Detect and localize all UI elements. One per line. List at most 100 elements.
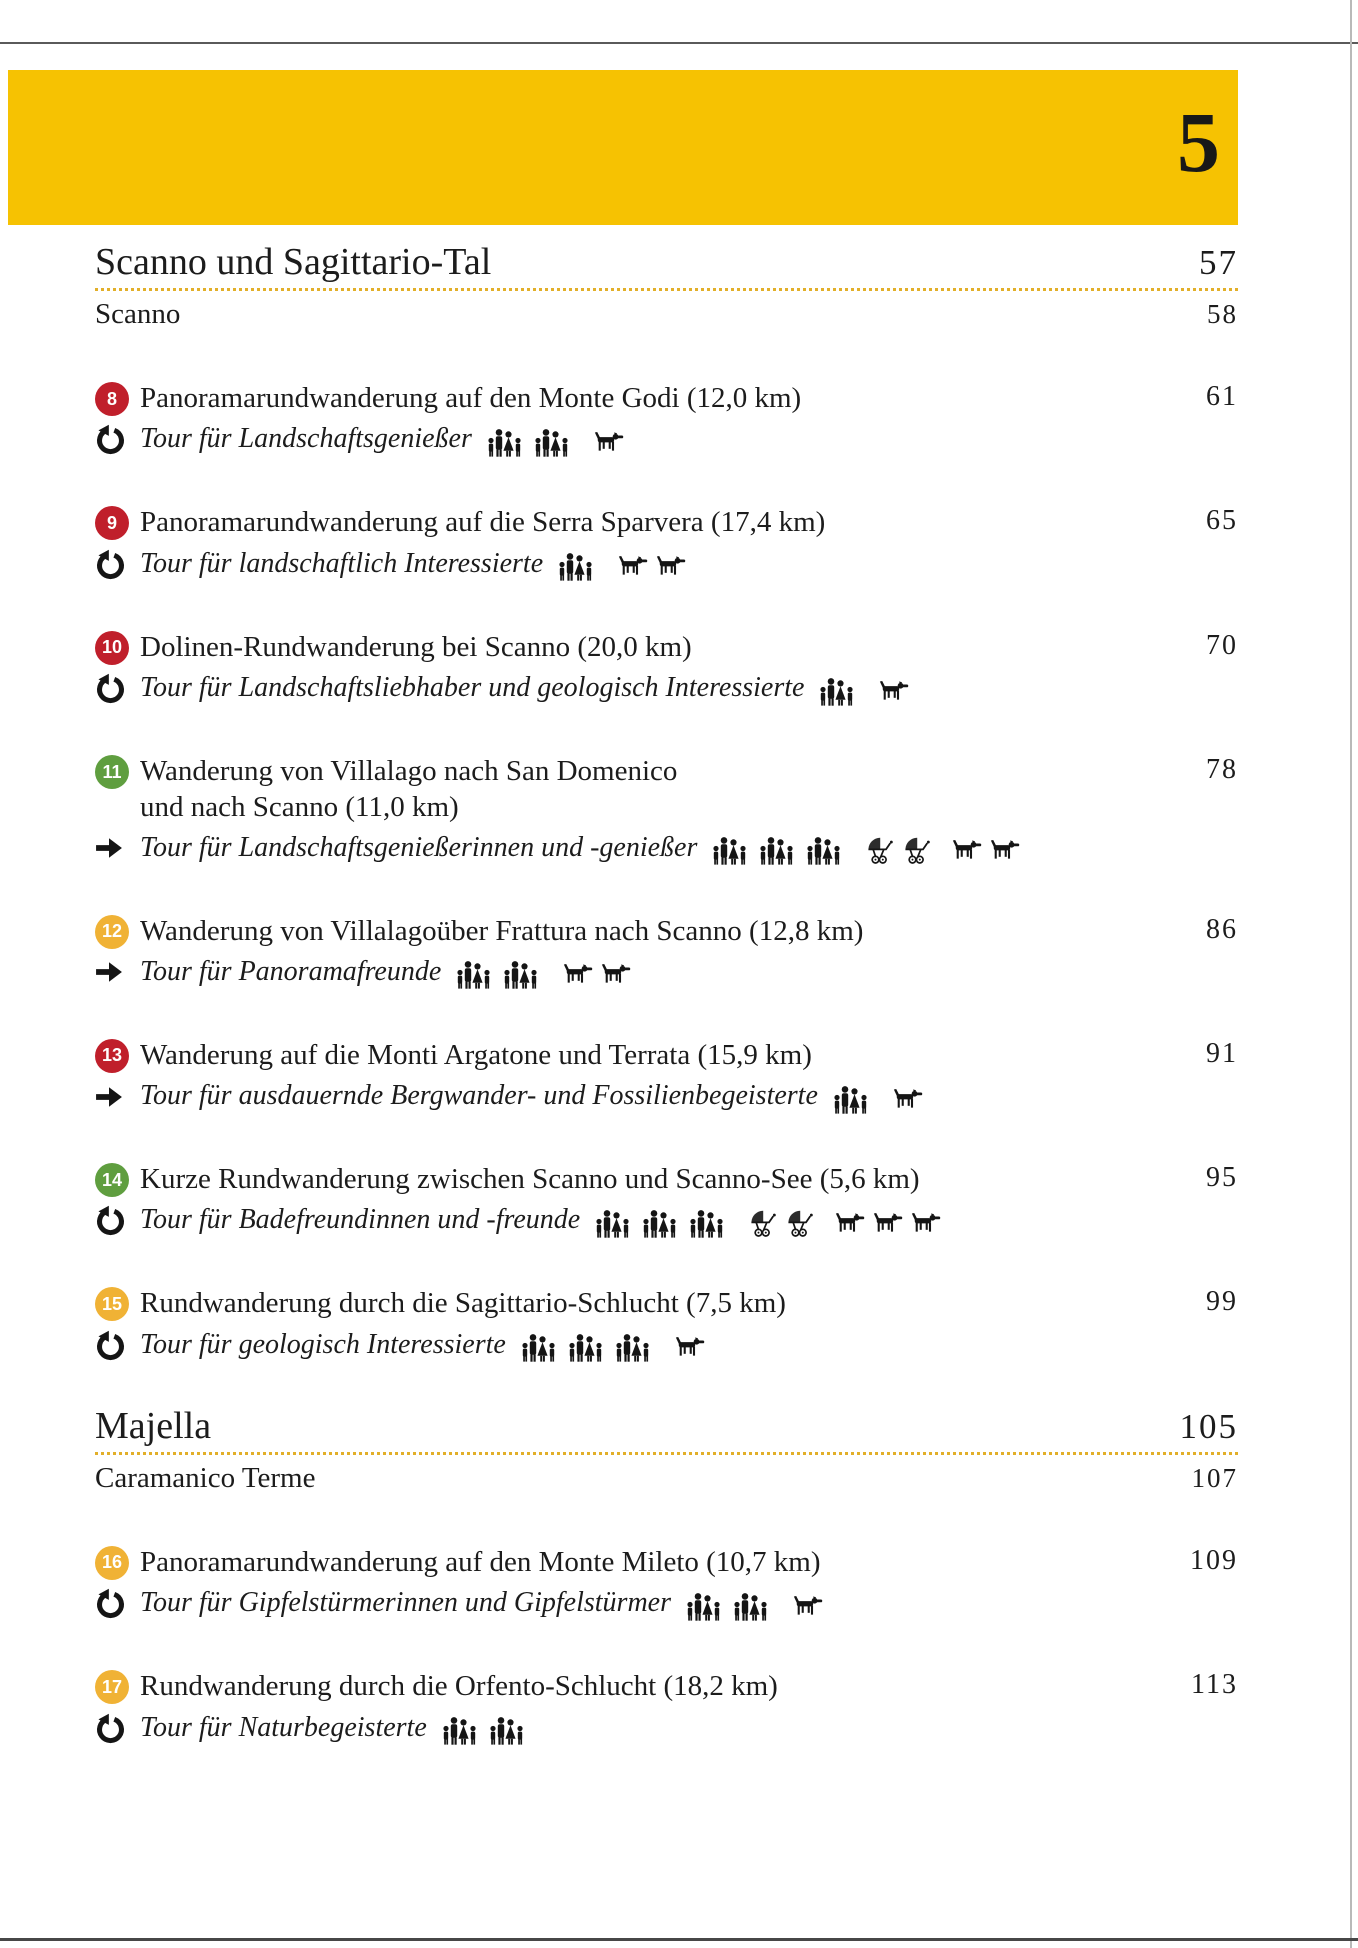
- family-icon: [568, 1332, 608, 1362]
- dog-icon: [892, 1089, 923, 1109]
- family-icon: [503, 959, 543, 989]
- section-heading-row: Majella 105: [95, 1404, 1238, 1455]
- toc-section: Scanno und Sagittario-Tal 57 Scanno 58 8 Pano…: [95, 242, 1238, 1361]
- toc-tour-entry: 17 Rundwanderung durch die Orfento-Schluc…: [95, 1669, 1238, 1743]
- right-rule: [1350, 0, 1352, 1948]
- tour-title: Wanderung von Villalagoüber Frattura nac…: [140, 914, 1156, 949]
- circular-tour-icon: [95, 1205, 126, 1236]
- one-way-tour-icon: [95, 834, 123, 862]
- toc-tour-entry: 13 Wanderung auf die Monti Argatone und T…: [95, 1038, 1238, 1112]
- dog-icon: [989, 840, 1020, 860]
- dog-icon: [792, 1596, 823, 1616]
- dog-icon: [600, 964, 631, 984]
- circular-tour-icon: [95, 1330, 126, 1361]
- section-title: Majella: [95, 1404, 212, 1447]
- subitem-label: Caramanico Terme: [95, 1461, 316, 1494]
- dog-icon: [562, 964, 593, 984]
- family-icon: [615, 1332, 655, 1362]
- tour-page-number: 113: [1191, 1669, 1238, 1701]
- circular-tour-icon: [95, 1713, 126, 1744]
- tour-page-number: 99: [1206, 1286, 1238, 1318]
- tour-title-line: Dolinen-Rundwanderung bei Scanno (20,0 k…: [140, 630, 692, 663]
- one-way-tour-icon: [95, 1083, 123, 1111]
- family-icon: [733, 1591, 773, 1621]
- family-icon: [489, 1715, 529, 1745]
- tour-title-line: Panoramarundwanderung auf die Serra Spar…: [140, 506, 826, 539]
- one-way-tour-icon: [95, 958, 123, 986]
- toc-tour-entry: 11 Wanderung von Villalago nach San Domen…: [95, 754, 1238, 864]
- tour-page-number: 91: [1206, 1037, 1238, 1069]
- toc-tour-entry: 9 Panoramarundwanderung auf die Serra Spa…: [95, 505, 1238, 579]
- tour-page-number: 65: [1206, 505, 1238, 537]
- tour-description: Tour für Landschaftsgenießer: [140, 423, 472, 455]
- tour-description: Tour für Naturbegeisterte: [140, 1711, 427, 1743]
- tour-description: Tour für geologisch Interessierte: [140, 1328, 506, 1360]
- toc-tour-entry: 10 Dolinen-Rundwanderung bei Scanno (20,0…: [95, 630, 1238, 704]
- family-icon: [487, 427, 527, 457]
- tour-title-line: Rundwanderung durch die Sagittario-Schlu…: [140, 1287, 786, 1320]
- stroller-icon: [748, 1208, 778, 1238]
- dog-icon: [872, 1213, 903, 1233]
- tour-number-badge: 12: [95, 914, 129, 949]
- tour-title-line: Kurze Rundwanderung zwischen Scanno und …: [140, 1163, 920, 1196]
- tour-title-line: Rundwanderung durch die Orfento-Schlucht…: [140, 1670, 778, 1703]
- toc-tour-entry: 14 Kurze Rundwanderung zwischen Scanno un…: [95, 1162, 1238, 1236]
- subitem-page-number: 58: [1207, 299, 1238, 329]
- family-icon: [689, 1208, 729, 1238]
- tour-title: Panoramarundwanderung auf die Serra Spar…: [140, 505, 1156, 540]
- tour-page-number: 78: [1206, 754, 1238, 786]
- tour-page-number: 70: [1206, 629, 1238, 661]
- family-icon: [534, 427, 574, 457]
- dog-icon: [910, 1213, 941, 1233]
- dog-icon: [878, 681, 909, 701]
- tour-page-number: 95: [1206, 1162, 1238, 1194]
- tour-number-badge: 13: [95, 1038, 129, 1073]
- subitem-label: Scanno: [95, 298, 181, 330]
- tour-title-line: Wanderung auf die Monti Argatone und Ter…: [140, 1038, 812, 1071]
- tour-title: Rundwanderung durch die Sagittario-Schlu…: [140, 1286, 1156, 1321]
- tour-number-badge: 16: [95, 1545, 129, 1580]
- tour-title: Wanderung von Villalago nach San Domenic…: [140, 754, 1156, 825]
- tour-title-line: Panoramarundwanderung auf den Monte Mile…: [140, 1545, 821, 1578]
- tour-description: Tour für Panoramafreunde: [140, 956, 442, 988]
- tour-page-number: 61: [1206, 381, 1238, 412]
- toc-section: Majella 105 Caramanico Terme 107 16 Panoramar…: [95, 1404, 1238, 1744]
- tour-title: Kurze Rundwanderung zwischen Scanno und …: [140, 1162, 1156, 1197]
- section-subitem: Scanno 58: [95, 298, 1238, 331]
- family-icon: [456, 959, 496, 989]
- tour-title: Wanderung auf die Monti Argatone und Ter…: [140, 1038, 1156, 1073]
- tour-number-badge: 14: [95, 1163, 129, 1198]
- tour-description: Tour für Landschaftsgenießerinnen und -g…: [140, 831, 698, 863]
- tour-title: Dolinen-Rundwanderung bei Scanno (20,0 k…: [140, 630, 1156, 665]
- stroller-icon: [785, 1208, 815, 1238]
- tour-number-badge: 17: [95, 1670, 129, 1705]
- toc-tour-entry: 15 Rundwanderung durch die Sagittario-Sch…: [95, 1286, 1238, 1360]
- family-icon: [759, 835, 799, 865]
- toc-tour-entry: 16 Panoramarundwanderung auf den Monte Mi…: [95, 1545, 1238, 1619]
- dog-icon: [834, 1213, 865, 1233]
- family-icon: [819, 676, 859, 706]
- section-subitem: Caramanico Terme 107: [95, 1462, 1238, 1495]
- section-page-number: 57: [1199, 243, 1238, 282]
- family-icon: [712, 835, 752, 865]
- dog-icon: [674, 1337, 705, 1357]
- subitem-page-number: 107: [1191, 1462, 1238, 1493]
- tour-description: Tour für ausdauernde Bergwander- und Fos…: [140, 1080, 818, 1112]
- toc-tour-entry: 12 Wanderung von Villalagoüber Frattura n…: [95, 914, 1238, 988]
- family-icon: [806, 835, 846, 865]
- top-rule: [0, 42, 1358, 44]
- toc-tour-entry: 8 Panoramarundwanderung auf den Monte God…: [95, 381, 1238, 455]
- tour-number-badge: 11: [95, 755, 129, 790]
- family-icon: [642, 1208, 682, 1238]
- tour-description: Tour für landschaftlich Interessierte: [140, 547, 544, 579]
- tour-description: Tour für Gipfelstürmerinnen und Gipfelst…: [140, 1587, 671, 1619]
- tour-description: Tour für Badefreundinnen und -freunde: [140, 1204, 581, 1236]
- tour-title-line: Wanderung von Villalagoüber Frattura nac…: [140, 914, 864, 947]
- dog-icon: [593, 432, 624, 452]
- stroller-icon: [902, 835, 932, 865]
- family-icon: [521, 1332, 561, 1362]
- tour-description: Tour für Landschaftsliebhaber und geolog…: [140, 672, 805, 704]
- circular-tour-icon: [95, 1588, 126, 1619]
- tour-number-badge: 10: [95, 630, 129, 665]
